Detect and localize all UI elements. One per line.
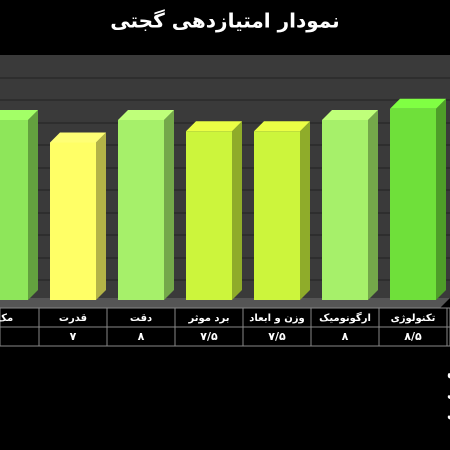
bar bbox=[254, 121, 310, 300]
description-line: بخش بر مبنای شماره ی ده ، توسط تیم تخصصی… bbox=[447, 408, 450, 423]
bar-side bbox=[28, 110, 38, 300]
bar bbox=[390, 98, 446, 300]
bar-front bbox=[50, 142, 96, 300]
floor bbox=[0, 298, 450, 308]
bar bbox=[322, 110, 378, 300]
category-label: وزن و ابعاد bbox=[249, 313, 304, 324]
category-label: مک bbox=[0, 313, 13, 324]
bar bbox=[118, 110, 174, 300]
category-label: ارگونومیک bbox=[319, 311, 371, 324]
bar-top bbox=[118, 110, 174, 120]
bar-front bbox=[390, 108, 436, 300]
bar bbox=[186, 121, 242, 300]
bar-side bbox=[96, 132, 106, 300]
bar-side bbox=[232, 121, 242, 300]
bar-top bbox=[50, 132, 106, 143]
bar bbox=[50, 132, 106, 300]
category-label: قدرت bbox=[59, 313, 87, 324]
bar-top bbox=[322, 110, 378, 120]
category-label: برد موثر bbox=[187, 313, 229, 324]
bar bbox=[0, 110, 38, 300]
bar-front bbox=[322, 120, 368, 300]
category-label: تکنولوژی bbox=[391, 313, 436, 324]
bar-side bbox=[164, 110, 174, 300]
bar-top bbox=[390, 98, 446, 109]
chart-title: نمودار امتیازدهی گجتی bbox=[110, 9, 339, 33]
value-label: ۸ bbox=[342, 330, 349, 343]
bar-front bbox=[254, 131, 300, 300]
bar-top bbox=[186, 121, 242, 132]
bar-top bbox=[254, 121, 310, 132]
value-label: ۸/۵ bbox=[404, 330, 422, 343]
value-label: ۷/۵ bbox=[268, 330, 286, 343]
bar-side bbox=[436, 98, 446, 300]
value-label: ۸ bbox=[138, 330, 145, 343]
bar-front bbox=[186, 131, 232, 300]
bar-front bbox=[118, 120, 164, 300]
description-line: امتیازدهی گجتی برای تفنگ پی سی پی کرال پ… bbox=[447, 364, 450, 379]
bar-top bbox=[0, 110, 38, 120]
description-line: الا با قیاس اسلحه فوق با تفنگ های هم کلا… bbox=[447, 386, 450, 401]
bar-side bbox=[368, 110, 378, 300]
value-label: ۷/۵ bbox=[200, 330, 218, 343]
value-label: ۷ bbox=[70, 330, 77, 343]
category-label: دقت bbox=[130, 313, 152, 324]
bar-front bbox=[0, 120, 28, 300]
bar-side bbox=[300, 121, 310, 300]
